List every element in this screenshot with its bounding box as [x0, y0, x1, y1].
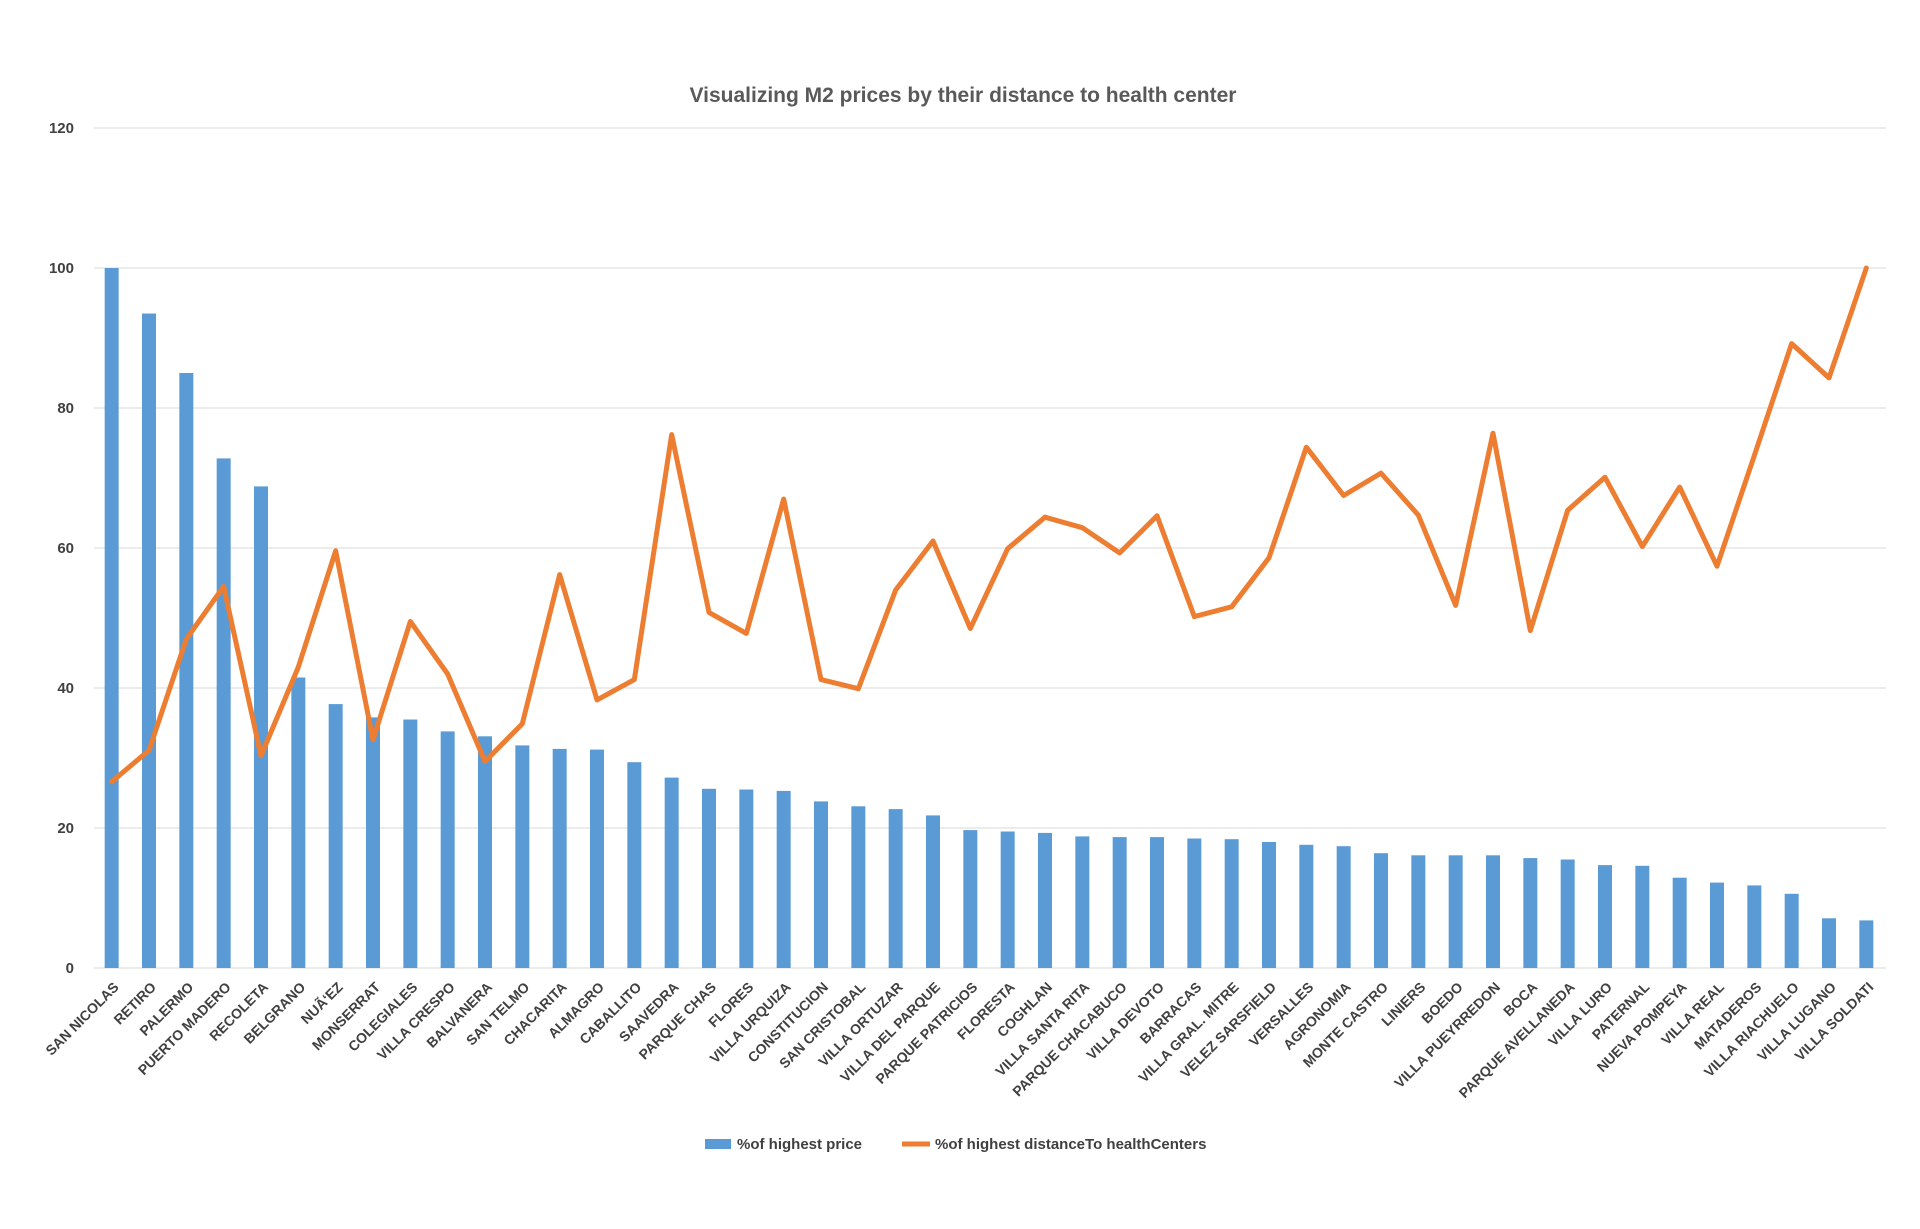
bar	[1448, 855, 1463, 968]
bar	[1411, 855, 1426, 968]
bar	[328, 704, 343, 968]
bar	[888, 809, 903, 968]
bar	[590, 749, 604, 968]
bar	[851, 806, 866, 968]
line-series	[109, 265, 1869, 785]
gridlines	[94, 127, 1886, 969]
bar	[1635, 865, 1650, 968]
bar	[552, 748, 567, 968]
bar	[1262, 842, 1276, 968]
bar	[1598, 865, 1612, 968]
bar	[627, 762, 642, 968]
bar	[1224, 839, 1239, 968]
bar	[926, 815, 940, 968]
y-tick-label: 60	[57, 540, 74, 557]
bar	[1112, 837, 1127, 968]
legend-bar-swatch	[705, 1139, 731, 1149]
bar	[1038, 832, 1052, 968]
bar	[216, 458, 231, 968]
bar	[1859, 920, 1874, 968]
bar	[963, 830, 978, 968]
bar	[1710, 882, 1724, 968]
bar	[515, 745, 530, 968]
bar	[1747, 885, 1762, 968]
bar	[1299, 844, 1314, 968]
bar	[366, 717, 380, 968]
bar	[1000, 831, 1015, 968]
bar	[1822, 918, 1836, 968]
bar	[291, 677, 306, 968]
y-tick-label: 80	[57, 400, 74, 417]
legend-line-label: %of highest distanceTo healthCenters	[935, 1136, 1206, 1153]
bar	[702, 788, 716, 968]
bar	[1150, 837, 1164, 968]
bar	[814, 801, 828, 968]
bar	[1336, 846, 1351, 968]
bar	[1672, 877, 1687, 968]
bar	[478, 736, 492, 968]
bar	[254, 486, 268, 968]
bar	[739, 789, 754, 968]
y-axis-tick-labels: 0 20 40 60 80 100 120	[49, 120, 74, 977]
bar	[664, 777, 679, 968]
bar	[179, 373, 194, 968]
bar	[403, 719, 418, 968]
bar	[1784, 893, 1799, 968]
bar	[440, 731, 455, 968]
bar	[776, 790, 791, 968]
legend-bar-label: %of highest price	[737, 1136, 862, 1153]
y-tick-label: 40	[57, 680, 74, 697]
bar	[1187, 838, 1202, 968]
chart-title: Visualizing M2 prices by their distance …	[690, 84, 1237, 107]
distance-line	[109, 265, 1869, 785]
x-category-label: SAN NICOLAS	[42, 979, 122, 1059]
bar	[142, 313, 156, 968]
bar-series	[104, 268, 1874, 968]
bar	[104, 268, 119, 968]
y-tick-label: 100	[49, 260, 74, 277]
bar	[1075, 836, 1090, 968]
bar	[1486, 855, 1500, 968]
y-tick-label: 0	[66, 960, 74, 977]
bar	[1374, 853, 1388, 968]
y-tick-label: 20	[57, 820, 74, 837]
legend: %of highest price %of highest distanceTo…	[705, 1136, 1206, 1153]
y-tick-label: 120	[49, 120, 74, 137]
bar	[1523, 858, 1538, 968]
bar	[1560, 859, 1575, 968]
